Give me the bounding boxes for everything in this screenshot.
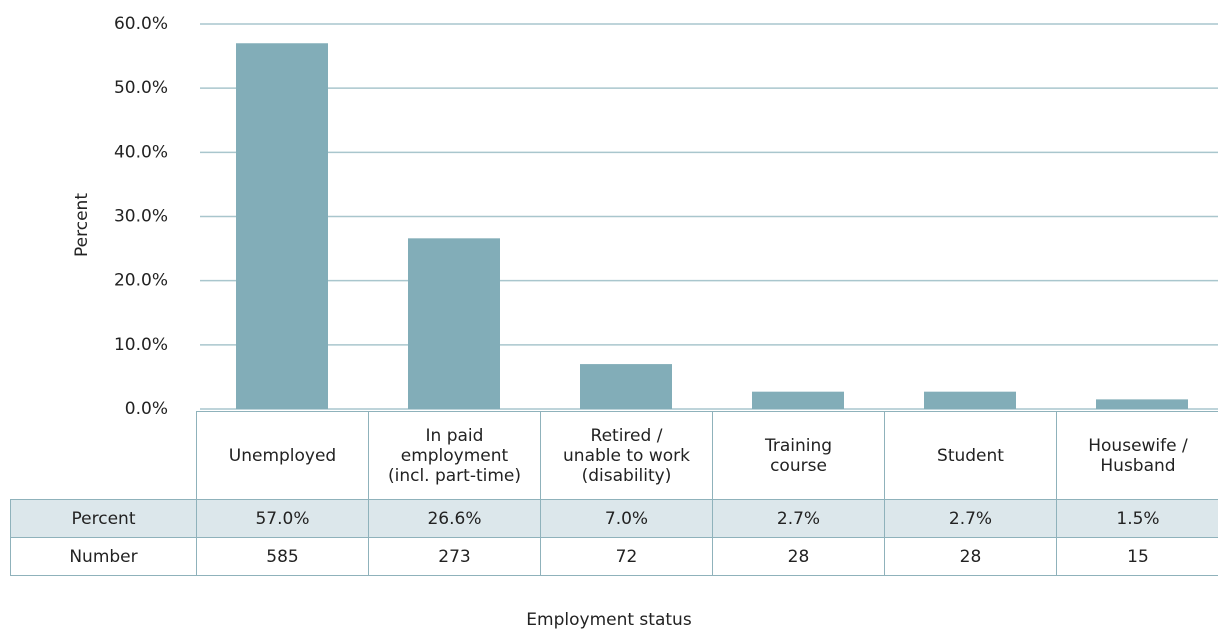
percent-cell: 1.5% bbox=[1056, 499, 1218, 538]
category-cell: Retired / unable to work (disability) bbox=[540, 411, 713, 500]
bar bbox=[408, 238, 500, 409]
y-tick-label: 0.0% bbox=[125, 399, 168, 419]
bar bbox=[580, 364, 672, 409]
percent-cell: 26.6% bbox=[368, 499, 541, 538]
y-tick-label: 20.0% bbox=[114, 271, 168, 291]
percent-cell: 2.7% bbox=[884, 499, 1057, 538]
percent-cell: 57.0% bbox=[196, 499, 369, 538]
bar bbox=[924, 391, 1016, 409]
number-cell: 273 bbox=[368, 537, 541, 576]
number-cell: 15 bbox=[1056, 537, 1218, 576]
row-label: Number bbox=[10, 537, 197, 576]
y-tick-label: 40.0% bbox=[114, 142, 168, 162]
number-cell: 72 bbox=[540, 537, 713, 576]
number-cell: 585 bbox=[196, 537, 369, 576]
percent-cell: 7.0% bbox=[540, 499, 713, 538]
number-cell: 28 bbox=[884, 537, 1057, 576]
bar bbox=[1096, 399, 1188, 409]
bar bbox=[236, 43, 328, 409]
category-cell: Unemployed bbox=[196, 411, 369, 500]
row-label: Percent bbox=[10, 499, 197, 538]
number-cell: 28 bbox=[712, 537, 885, 576]
bar bbox=[752, 391, 844, 409]
percent-cell: 2.7% bbox=[712, 499, 885, 538]
y-tick-label: 50.0% bbox=[114, 78, 168, 98]
y-tick-label: 60.0% bbox=[114, 14, 168, 34]
category-cell: Housewife / Husband bbox=[1056, 411, 1218, 500]
category-cell: Training course bbox=[712, 411, 885, 500]
y-axis-label: Percent bbox=[72, 193, 92, 257]
category-cell: Student bbox=[884, 411, 1057, 500]
y-tick-label: 10.0% bbox=[114, 335, 168, 355]
category-cell: In paid employment (incl. part-time) bbox=[368, 411, 541, 500]
x-axis-label: Employment status bbox=[526, 610, 692, 630]
y-tick-label: 30.0% bbox=[114, 207, 168, 227]
